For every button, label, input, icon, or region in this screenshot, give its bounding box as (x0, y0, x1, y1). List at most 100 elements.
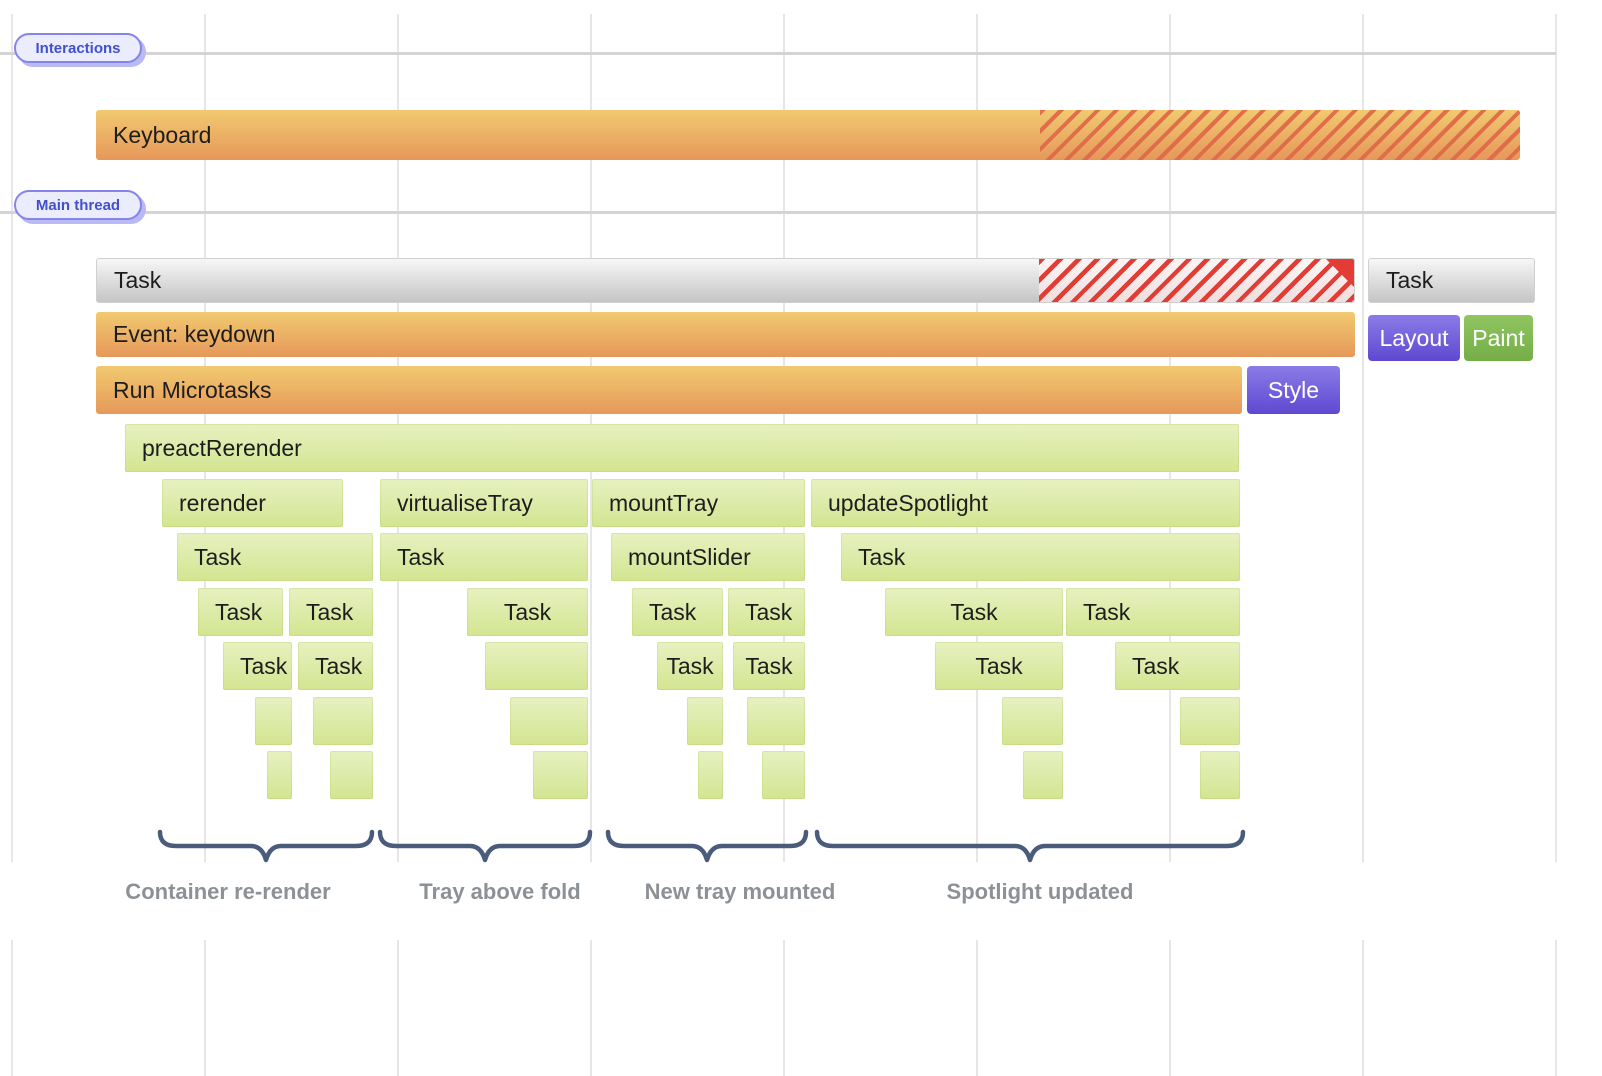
keyboard-interaction-bar[interactable]: Keyboard (96, 110, 1520, 160)
flame-preactRerender[interactable]: preactRerender (125, 424, 1239, 472)
bar-label: Task (666, 652, 714, 679)
bar-label: Task (745, 652, 793, 679)
flame-subtask[interactable] (762, 751, 805, 799)
gridline (11, 940, 13, 1076)
bar-label: Task (1132, 652, 1180, 679)
layout-chip[interactable]: Layout (1368, 315, 1460, 361)
overrun-hatch-region (1039, 259, 1354, 302)
bar-label: Task (315, 652, 363, 679)
bar-label: Task (1083, 598, 1131, 625)
flame-subtask[interactable] (1002, 697, 1063, 745)
bar-label: rerender (179, 489, 266, 516)
flame-subtask[interactable] (687, 697, 723, 745)
bar-label: Task (745, 598, 793, 625)
flame-mountSlider[interactable]: mountSlider (611, 533, 805, 581)
flame-task[interactable]: Task (198, 588, 283, 636)
gridline (1169, 940, 1171, 1076)
gridline (976, 940, 978, 1076)
flame-subtask[interactable] (255, 697, 292, 745)
flame-task[interactable]: Task (935, 642, 1063, 690)
flame-updateSpotlight[interactable]: updateSpotlight (811, 479, 1240, 527)
flame-task[interactable]: Task (1066, 588, 1240, 636)
flame-task[interactable]: Task (733, 642, 805, 690)
phase-brace (377, 829, 593, 863)
gridline (1362, 940, 1364, 1076)
flame-task[interactable]: Task (177, 533, 373, 581)
bar-label: Task (975, 652, 1023, 679)
flame-subtask[interactable] (330, 751, 373, 799)
main-thread-task-bar[interactable]: Task (96, 258, 1355, 303)
phase-brace (157, 829, 375, 863)
track-pill-main-thread[interactable]: Main thread (14, 190, 142, 220)
bar-label: Task (397, 543, 445, 570)
phase-label: New tray mounted (644, 879, 836, 904)
flame-task[interactable]: Task (298, 642, 373, 690)
flame-subtask[interactable] (267, 751, 292, 799)
bar-label: Style (1267, 376, 1320, 403)
annotation-braces (157, 829, 1246, 863)
bar-label: Task (1386, 267, 1434, 293)
bar-label: Task (215, 598, 263, 625)
bar-label: Task (858, 543, 906, 570)
bar-label: virtualiseTray (397, 489, 533, 516)
flame-task[interactable]: Task (380, 533, 588, 581)
track-pill-interactions[interactable]: Interactions (14, 33, 142, 63)
bar-label: mountTray (609, 489, 719, 516)
gridline (590, 940, 592, 1076)
paint-chip[interactable]: Paint (1464, 315, 1533, 361)
second-task-bar[interactable]: Task (1368, 258, 1535, 303)
bar-label: Event: keydown (113, 321, 276, 347)
flame-subtask[interactable] (698, 751, 723, 799)
flame-rerender[interactable]: rerender (162, 479, 343, 527)
flame-mountTray[interactable]: mountTray (592, 479, 805, 527)
bar-label: Task (503, 598, 552, 625)
phase-label: Spotlight updated (946, 879, 1134, 904)
flame-task[interactable]: Task (657, 642, 723, 690)
flame-task[interactable]: Task (841, 533, 1240, 581)
gridline (1555, 940, 1557, 1076)
track-separator-line (0, 52, 1556, 55)
gridline (783, 940, 785, 1076)
bar-label: Layout (1379, 324, 1449, 351)
flame-task[interactable]: Task (289, 588, 373, 636)
phase-label: Container re-render (125, 879, 331, 904)
phase-brace (814, 829, 1246, 863)
track-separator-line (0, 211, 1556, 214)
flame-task[interactable]: Task (728, 588, 805, 636)
flame-task[interactable]: Task (223, 642, 292, 690)
bar-label: Run Microtasks (113, 376, 272, 403)
phase-brace (605, 829, 809, 863)
bar-label: preactRerender (142, 434, 302, 461)
flame-virtualiseTray[interactable]: virtualiseTray (380, 479, 588, 527)
gridline (1362, 14, 1364, 862)
phase-label: Tray above fold (419, 879, 581, 904)
flame-subtask[interactable] (533, 751, 588, 799)
run-microtasks-bar[interactable]: Run Microtasks (96, 366, 1242, 414)
flame-subtask[interactable] (1180, 697, 1240, 745)
flame-task[interactable]: Task (885, 588, 1063, 636)
flame-subtask[interactable] (1023, 751, 1063, 799)
gridline (1555, 14, 1557, 862)
style-chip[interactable]: Style (1247, 366, 1340, 414)
bar-label: Task (306, 598, 354, 625)
gridline (397, 940, 399, 1076)
bar-label: Task (240, 652, 288, 679)
bar-label: mountSlider (628, 543, 751, 570)
bar-label: Task (649, 598, 697, 625)
flame-subtask[interactable] (485, 642, 588, 690)
flame-subtask[interactable] (313, 697, 373, 745)
bar-label: Task (114, 267, 162, 293)
flame-subtask[interactable] (1200, 751, 1240, 799)
flame-subtask[interactable] (510, 697, 588, 745)
event-keydown-bar[interactable]: Event: keydown (96, 312, 1355, 357)
flame-task[interactable]: Task (1115, 642, 1240, 690)
flame-task[interactable]: Task (632, 588, 723, 636)
bar-label: Task (194, 543, 242, 570)
flame-subtask[interactable] (747, 697, 805, 745)
gridline (11, 14, 13, 862)
pending-hatch-region (1040, 110, 1520, 160)
bar-label: Paint (1472, 324, 1525, 351)
bar-label: Keyboard (113, 121, 212, 148)
flame-task[interactable]: Task (467, 588, 588, 636)
